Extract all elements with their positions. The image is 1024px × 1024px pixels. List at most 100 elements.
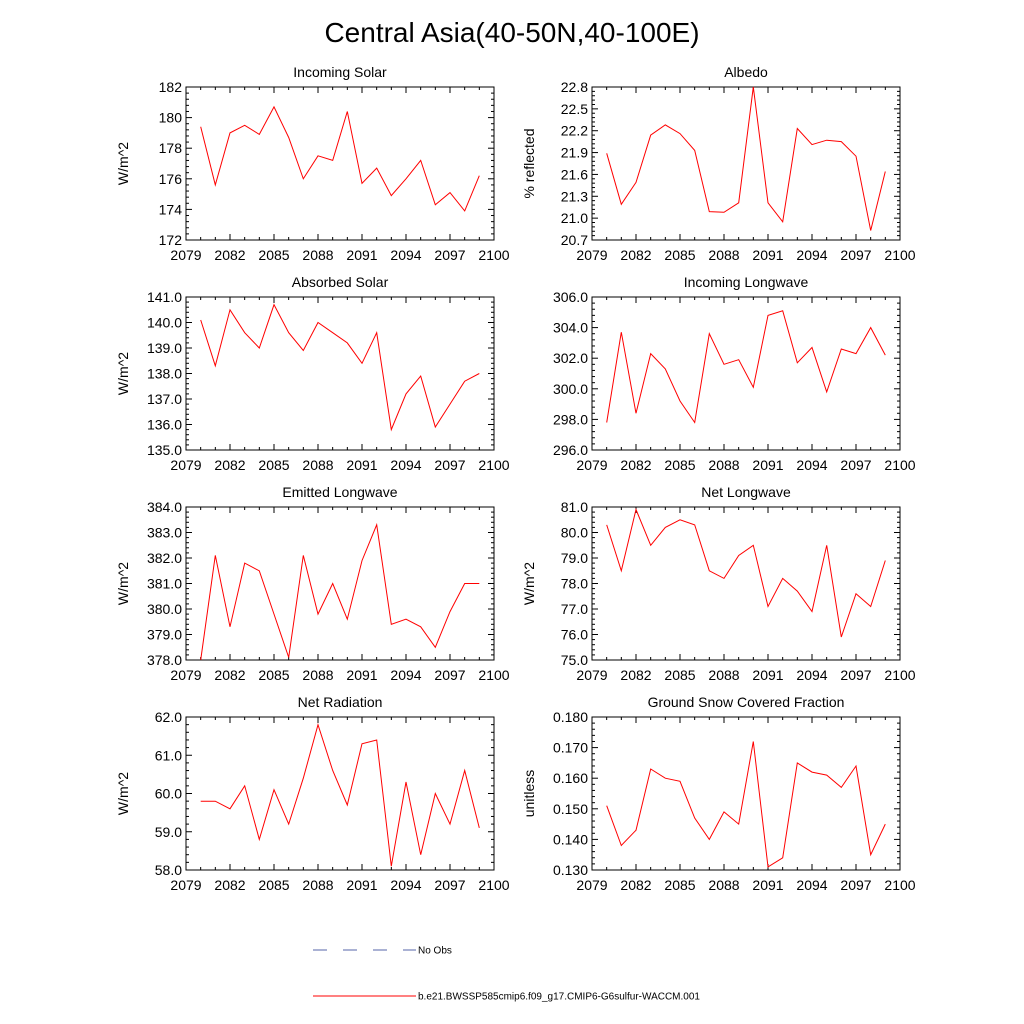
y-tick-label: 0.170	[553, 740, 588, 756]
y-tick-label: 22.2	[561, 123, 588, 139]
series-line	[200, 105, 480, 212]
plot-frame	[185, 716, 495, 871]
y-axis-label: unitless	[521, 770, 537, 817]
y-axis-label: W/m^2	[115, 142, 131, 185]
y-tick-label: 298.0	[553, 411, 588, 427]
y-tick-label: 77.0	[561, 601, 588, 617]
y-tick-label: 302.0	[553, 350, 588, 366]
y-tick-label: 22.8	[561, 79, 588, 95]
panel-title: Incoming Solar	[293, 64, 387, 80]
y-tick-label: 383.0	[147, 525, 182, 541]
x-tick-label: 2094	[390, 877, 421, 893]
y-tick-label: 81.0	[561, 499, 588, 515]
x-tick-label: 2088	[302, 457, 333, 473]
x-tick-label: 2085	[664, 457, 695, 473]
x-tick-label: 2094	[390, 667, 421, 683]
x-tick-label: 2085	[664, 877, 695, 893]
x-tick-label: 2085	[258, 877, 289, 893]
chart-panel-absorbed-solar: 2079 2082 2085 2088 2091 2094 2097 2100 135.0 136…	[115, 274, 510, 473]
series-line	[200, 303, 480, 432]
x-tick-label: 2097	[434, 247, 465, 263]
y-tick-label: 381.0	[147, 576, 182, 592]
x-tick-label: 2097	[840, 667, 871, 683]
y-tick-label: 172	[159, 232, 183, 248]
plot-frame	[185, 86, 495, 241]
plot-frame	[591, 716, 901, 871]
y-tick-label: 79.0	[561, 550, 588, 566]
x-tick-label: 2082	[214, 667, 245, 683]
x-tick-label: 2079	[576, 667, 607, 683]
y-tick-label: 0.150	[553, 801, 588, 817]
plot-frame	[185, 506, 495, 661]
y-tick-label: 306.0	[553, 289, 588, 305]
panel-title: Net Longwave	[701, 484, 791, 500]
y-tick-label: 76.0	[561, 627, 588, 643]
y-tick-label: 176	[159, 171, 183, 187]
x-tick-label: 2094	[796, 247, 827, 263]
x-tick-label: 2100	[478, 247, 509, 263]
x-tick-label: 2091	[346, 877, 377, 893]
y-tick-label: 21.0	[561, 210, 588, 226]
y-tick-label: 61.0	[155, 747, 182, 763]
x-tick-label: 2100	[478, 877, 509, 893]
x-tick-label: 2091	[346, 457, 377, 473]
plot-frame	[591, 296, 901, 451]
series-line	[606, 741, 886, 868]
y-tick-label: 21.9	[561, 145, 588, 161]
y-tick-label: 140.0	[147, 315, 182, 331]
x-tick-label: 2082	[620, 457, 651, 473]
y-tick-label: 0.130	[553, 862, 588, 878]
chart-panel-emitted-longwave: 2079 2082 2085 2088 2091 2094 2097 2100 378.0 379…	[115, 484, 510, 683]
x-tick-label: 2091	[752, 247, 783, 263]
x-tick-label: 2094	[796, 667, 827, 683]
plot-frame	[591, 506, 901, 661]
y-tick-label: 182	[159, 79, 183, 95]
y-tick-label: 136.0	[147, 417, 182, 433]
x-tick-label: 2100	[884, 247, 915, 263]
x-tick-label: 2079	[576, 247, 607, 263]
y-tick-label: 379.0	[147, 627, 182, 643]
series-line	[606, 310, 886, 424]
chart-panel-incoming-solar: 2079 2082 2085 2088 2091 2094 2097 2100 172 174 17…	[115, 64, 510, 263]
x-tick-label: 2085	[664, 667, 695, 683]
y-tick-label: 22.5	[561, 101, 588, 117]
x-tick-label: 2094	[796, 877, 827, 893]
x-tick-label: 2079	[576, 877, 607, 893]
chart-panel-incoming-longwave: 2079 2082 2085 2088 2091 2094 2097 2100 296.0 298…	[553, 274, 916, 473]
panel-title: Net Radiation	[298, 694, 383, 710]
x-tick-label: 2079	[170, 457, 201, 473]
x-tick-label: 2088	[708, 667, 739, 683]
y-tick-label: 62.0	[155, 709, 182, 725]
y-tick-label: 78.0	[561, 576, 588, 592]
y-tick-label: 139.0	[147, 340, 182, 356]
x-tick-label: 2091	[752, 457, 783, 473]
x-tick-label: 2097	[434, 877, 465, 893]
x-tick-label: 2091	[752, 877, 783, 893]
x-tick-label: 2085	[258, 667, 289, 683]
x-tick-label: 2082	[214, 457, 245, 473]
y-tick-label: 378.0	[147, 652, 182, 668]
x-tick-label: 2085	[258, 457, 289, 473]
x-tick-label: 2097	[434, 457, 465, 473]
y-tick-label: 0.180	[553, 709, 588, 725]
x-tick-label: 2082	[214, 247, 245, 263]
series-line	[200, 722, 480, 867]
y-tick-label: 174	[159, 201, 183, 217]
x-tick-label: 2082	[214, 877, 245, 893]
x-tick-label: 2100	[478, 457, 509, 473]
x-tick-label: 2100	[884, 457, 915, 473]
x-tick-label: 2082	[620, 667, 651, 683]
x-tick-label: 2082	[620, 247, 651, 263]
y-axis-label: W/m^2	[115, 772, 131, 815]
y-tick-label: 60.0	[155, 786, 182, 802]
y-tick-label: 382.0	[147, 550, 182, 566]
plot-frame	[185, 296, 495, 451]
figure-title: Central Asia(40-50N,40-100E)	[324, 17, 699, 48]
chart-panel-net-longwave: 2079 2082 2085 2088 2091 2094 2097 2100 75.0 76.0…	[521, 484, 916, 683]
panel-title: Absorbed Solar	[292, 274, 389, 290]
x-tick-label: 2088	[302, 877, 333, 893]
x-tick-label: 2100	[884, 667, 915, 683]
y-tick-label: 137.0	[147, 391, 182, 407]
y-tick-label: 75.0	[561, 652, 588, 668]
